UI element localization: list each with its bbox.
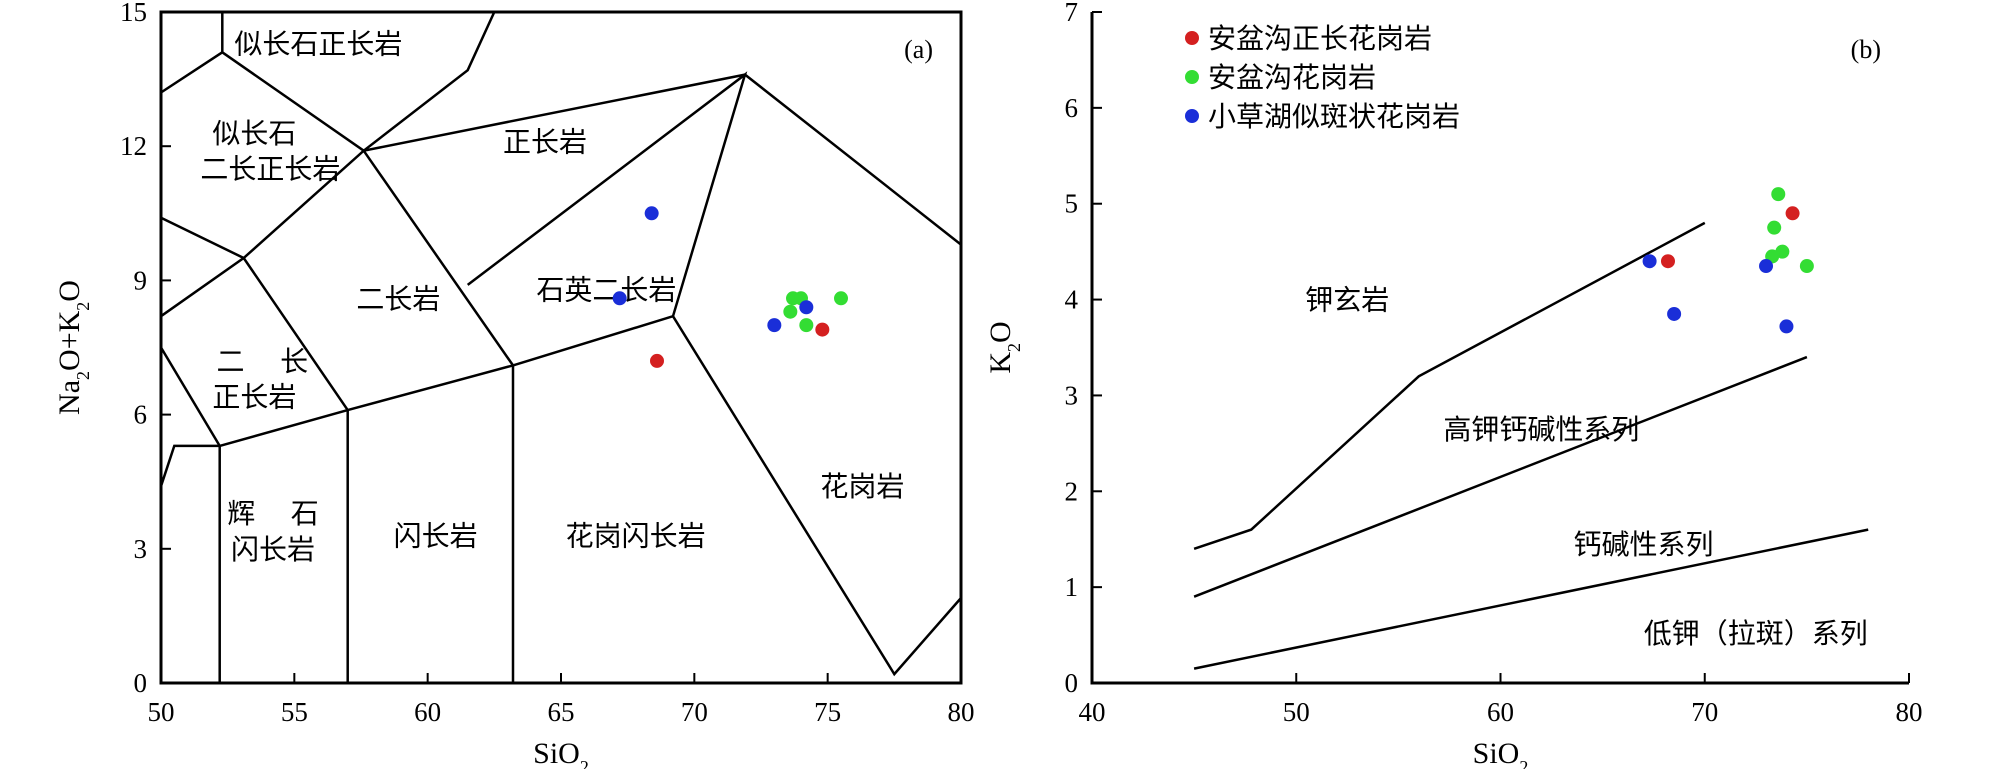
panel-label: (a) <box>904 35 933 64</box>
y-tick-label: 4 <box>1065 285 1079 315</box>
data-point <box>650 353 664 368</box>
field-label: 闪长岩 <box>394 519 478 552</box>
y-tick-label: 0 <box>134 668 148 698</box>
field-label: 二 长 <box>217 345 309 378</box>
field-label: 辉 石 <box>227 497 319 530</box>
data-point <box>1779 319 1794 334</box>
field-label: 闪长岩 <box>231 533 315 566</box>
field-label: 正长岩 <box>212 381 296 414</box>
y-tick-label: 9 <box>134 265 148 295</box>
field-boundary <box>159 346 221 447</box>
y-tick-label: 1 <box>1065 572 1079 602</box>
field-label: 石英二长岩 <box>536 273 676 306</box>
data-point <box>612 291 627 306</box>
legend-entry: 安盆沟正长花岗岩 <box>1208 22 1432 55</box>
y-tick-label: 6 <box>1065 93 1079 123</box>
data-point <box>1785 206 1800 221</box>
field-label: 似长石正长岩 <box>234 27 402 60</box>
y-tick-label: 5 <box>1065 189 1079 219</box>
field-label: 正长岩 <box>503 126 587 159</box>
chart-panel-a: 50 55 60 65 70 75 80 0 3 6 9 12 15 SiO2 Na2O+K2O (a) 似长石… <box>53 0 975 769</box>
field-boundary <box>1193 528 1869 670</box>
data-point <box>1667 306 1682 321</box>
y-tick-label: 2 <box>1065 476 1079 506</box>
field-boundary <box>1193 221 1706 550</box>
x-tick-label: 65 <box>548 697 575 727</box>
data-point <box>1759 259 1774 274</box>
data-point <box>815 322 830 337</box>
y-tick-label: 12 <box>120 131 147 161</box>
x-tick-label: 50 <box>148 697 175 727</box>
y-axis-label: K2O <box>984 321 1024 373</box>
field-boundary <box>1193 355 1808 598</box>
field-boundary <box>363 73 962 246</box>
y-tick-label: 3 <box>134 534 148 564</box>
legend-marker <box>1185 70 1199 84</box>
field-label: 似长石 <box>212 117 296 150</box>
x-tick-label: 40 <box>1079 697 1106 727</box>
data-point <box>1799 259 1814 274</box>
y-tick-label: 7 <box>1065 0 1079 27</box>
field-label: 花岗岩 <box>820 470 904 503</box>
x-tick-label: 70 <box>1691 697 1718 727</box>
field-label: 二长岩 <box>356 282 440 315</box>
data-point <box>799 300 814 315</box>
field-boundary <box>159 444 220 487</box>
data-point <box>834 291 848 306</box>
legend-entry: 小草湖似斑状花岗岩 <box>1208 100 1460 133</box>
field-label: 钙碱性系列 <box>1573 528 1713 561</box>
y-tick-label: 3 <box>1065 380 1079 410</box>
x-tick-label: 60 <box>1487 697 1514 727</box>
x-tick-label: 60 <box>414 697 441 727</box>
x-axis-label: SiO2 <box>1473 737 1529 769</box>
data-point <box>1771 187 1786 202</box>
data-point <box>799 318 814 333</box>
x-axis-label: SiO2 <box>533 737 589 769</box>
data-point <box>783 304 798 319</box>
x-tick-label: 80 <box>1896 697 1923 727</box>
field-label: 低钾（拉斑）系列 <box>1644 617 1868 650</box>
field-boundary <box>160 148 515 367</box>
field-label: 二长正长岩 <box>200 153 340 186</box>
field-label: 花岗闪长岩 <box>566 519 706 552</box>
legend-marker <box>1185 109 1199 123</box>
panel-label: (b) <box>1851 35 1881 64</box>
data-point <box>1642 254 1657 269</box>
x-tick-label: 55 <box>281 697 308 727</box>
y-tick-label: 0 <box>1065 668 1079 698</box>
x-tick-label: 80 <box>948 697 975 727</box>
field-label: 高钾钙碱性系列 <box>1443 413 1639 446</box>
y-tick-label: 6 <box>134 400 148 430</box>
data-point <box>1660 254 1675 269</box>
data-point <box>644 206 659 221</box>
chart-panel-b: 40 50 60 70 80 0 1 2 3 4 5 6 7 SiO2 K2O (b) 钾玄岩高钾钙碱性系列钙碱… <box>984 0 1923 769</box>
field-boundary <box>219 314 962 677</box>
field-boundary <box>466 71 748 317</box>
x-tick-label: 50 <box>1283 697 1310 727</box>
legend-marker <box>1185 31 1199 45</box>
x-tick-label: 70 <box>681 697 708 727</box>
data-point <box>767 318 782 333</box>
y-tick-label: 15 <box>120 0 147 27</box>
field-label: 钾玄岩 <box>1305 284 1389 317</box>
x-tick-label: 75 <box>814 697 841 727</box>
data-point <box>1767 220 1782 235</box>
legend-entry: 安盆沟花岗岩 <box>1208 61 1376 94</box>
y-axis-label: Na2O+K2O <box>53 280 93 415</box>
